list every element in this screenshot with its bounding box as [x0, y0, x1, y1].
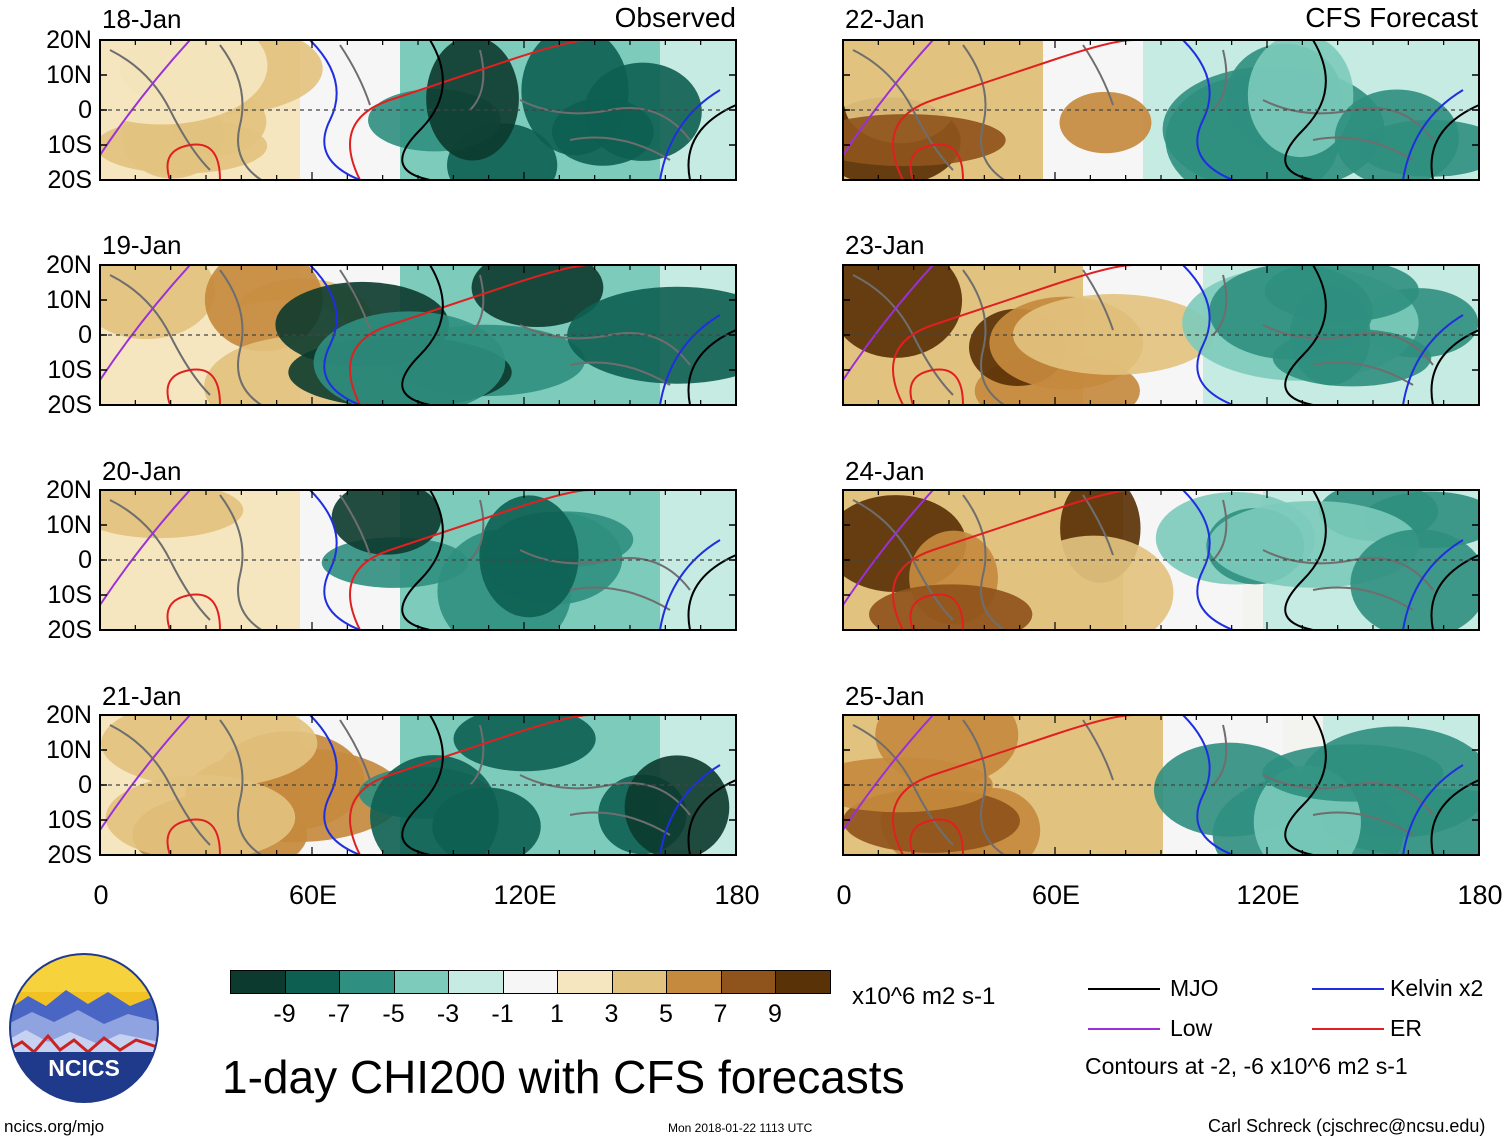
- panel-date-obs-3: 20-Jan: [102, 456, 182, 486]
- colorbar-tick-label: 5: [659, 1000, 673, 1028]
- legend-label-low: Low: [1170, 1015, 1213, 1041]
- colorbar-swatch: [339, 970, 395, 994]
- lat-label: 0: [78, 96, 92, 124]
- map-panel: [843, 40, 1479, 180]
- lat-label: 20N: [46, 251, 92, 279]
- lat-label: 10S: [47, 581, 92, 609]
- lon-label-120e-left: 120E: [493, 880, 557, 910]
- lat-label: 10N: [46, 61, 92, 89]
- legend-line-mjo: [1088, 988, 1160, 990]
- map-panel: [100, 265, 736, 405]
- contour-note: Contours at -2, -6 x10^6 m2 s-1: [1085, 1053, 1408, 1079]
- footer-url: ncics.org/mjo: [4, 1117, 105, 1136]
- lat-label: 10N: [46, 286, 92, 314]
- legend-line-low: [1088, 1028, 1160, 1030]
- map-panels: [99, 39, 1480, 856]
- map-panel: [843, 715, 1479, 855]
- colorbar-swatch: [448, 970, 504, 994]
- legend-label-kelvin: Kelvin x2: [1390, 975, 1484, 1001]
- footer-timestamp: Mon 2018-01-22 1113 UTC: [668, 1121, 813, 1135]
- colorbar-swatch: [775, 970, 831, 994]
- lat-label: 0: [78, 321, 92, 349]
- lon-label-0-right: 0: [836, 880, 852, 910]
- colorbar-tick-label: -7: [327, 1000, 351, 1028]
- colorbar-swatch: [393, 970, 449, 994]
- panel-date-obs-4: 21-Jan: [102, 681, 182, 711]
- legend-line-kelvin: [1312, 988, 1384, 990]
- colorbar-tick-label: 3: [604, 1000, 619, 1028]
- lat-label: 20S: [47, 616, 92, 644]
- logo-text: NCICS: [48, 1055, 120, 1081]
- lon-label-180-left: 180: [714, 880, 760, 910]
- lon-label-0-left: 0: [93, 880, 109, 910]
- lat-label: 0: [78, 771, 92, 799]
- colorbar-tick-label: -5: [382, 1000, 405, 1028]
- legend-line-er: [1312, 1028, 1384, 1030]
- panel-date-fc-4: 25-Jan: [845, 681, 925, 711]
- lon-label-60e-right: 60E: [1031, 880, 1081, 910]
- map-panel: [843, 490, 1479, 630]
- colorbar-tick-label: -3: [436, 1000, 460, 1028]
- colorbar-swatch: [720, 970, 776, 994]
- lat-label: 20N: [46, 701, 92, 729]
- observed-label: Observed: [614, 2, 736, 33]
- colorbar-tick-label: 9: [768, 1000, 782, 1028]
- lat-label: 10S: [47, 806, 92, 834]
- map-panel: [843, 265, 1479, 405]
- map-panel: [100, 490, 736, 630]
- lat-label: 20S: [47, 166, 92, 194]
- footer-credit: Carl Schreck (cjschrec@ncsu.edu): [1208, 1116, 1486, 1136]
- panel-date-fc-2: 23-Jan: [845, 230, 925, 260]
- colorbar-tick-label: 1: [550, 1000, 564, 1028]
- colorbar-swatch: [557, 970, 613, 994]
- legend-label-mjo: MJO: [1170, 975, 1219, 1001]
- colorbar-swatch: [502, 970, 558, 994]
- panel-date-fc-1: 22-Jan: [845, 4, 925, 34]
- colorbar-tick-label: 7: [713, 1000, 728, 1028]
- lat-label: 0: [78, 546, 92, 574]
- colorbar-swatch: [666, 970, 722, 994]
- colorbar-units: x10^6 m2 s-1: [852, 983, 996, 1010]
- forecast-label: CFS Forecast: [1305, 2, 1478, 33]
- lat-label: 20S: [47, 391, 92, 419]
- colorbar-swatch: [611, 970, 667, 994]
- lat-label: 20N: [46, 476, 92, 504]
- ncics-logo: NCICS: [9, 953, 159, 1103]
- lat-label: 20N: [46, 26, 92, 54]
- colorbar-tick-label: -9: [273, 1000, 296, 1028]
- lat-label: 10N: [46, 511, 92, 539]
- lat-label: 10S: [47, 356, 92, 384]
- lon-label-60e-left: 60E: [288, 880, 338, 910]
- lat-label: 10S: [47, 131, 92, 159]
- colorbar-swatch: [284, 970, 340, 994]
- panel-date-obs-2: 19-Jan: [102, 230, 182, 260]
- lon-label-120e-right: 120E: [1236, 880, 1300, 910]
- panel-date-fc-3: 24-Jan: [845, 456, 925, 486]
- lat-label: 10N: [46, 736, 92, 764]
- legend-label-er: ER: [1390, 1015, 1422, 1041]
- map-panel: [100, 715, 736, 855]
- panel-date-obs-1: 18-Jan: [102, 4, 182, 34]
- lat-label: 20S: [47, 841, 92, 869]
- colorbar-swatch: [230, 970, 286, 994]
- lon-label-180-right: 180: [1457, 880, 1503, 910]
- map-panel: [100, 40, 736, 180]
- colorbar-tick-label: -1: [491, 1000, 514, 1028]
- figure-title: 1-day CHI200 with CFS forecasts: [222, 1051, 905, 1103]
